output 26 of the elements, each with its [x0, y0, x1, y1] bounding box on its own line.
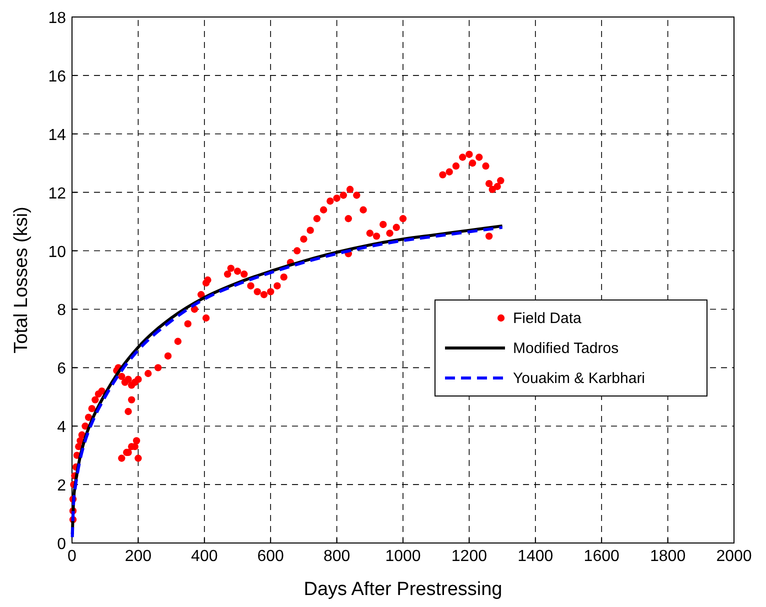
x-tick-label: 1800 — [650, 548, 686, 565]
x-tick-label: 1600 — [584, 548, 620, 565]
y-tick-label: 4 — [57, 419, 66, 436]
x-tick-label: 600 — [257, 548, 284, 565]
x-tick-label: 1400 — [518, 548, 554, 565]
y-tick-label: 2 — [57, 478, 66, 495]
legend-label: Modified Tadros — [513, 340, 619, 357]
y-axis-title: Total Losses (ksi) — [11, 206, 32, 354]
x-tick-label: 1000 — [385, 548, 421, 565]
x-axis-title: Days After Prestressing — [304, 579, 502, 600]
x-tick-label: 1200 — [451, 548, 488, 565]
x-tick-label: 800 — [323, 548, 350, 565]
y-tick-label: 18 — [48, 10, 66, 27]
y-tick-label: 8 — [57, 302, 66, 320]
y-tick-label: 6 — [57, 360, 66, 378]
x-tick-label: 0 — [68, 548, 77, 565]
y-tick-label: 10 — [48, 244, 66, 261]
legend-label: Youakim & Karbhari — [513, 370, 646, 387]
x-tick-label: 2000 — [716, 548, 752, 565]
x-tick-label: 200 — [124, 548, 152, 565]
y-tick-label: 12 — [48, 185, 66, 202]
x-tick-label: 400 — [191, 548, 218, 565]
y-tick-label: 14 — [48, 126, 66, 144]
y-tick-label: 16 — [48, 68, 66, 86]
legend-label: Field Data — [513, 310, 582, 327]
y-tick-label: 0 — [57, 536, 66, 553]
